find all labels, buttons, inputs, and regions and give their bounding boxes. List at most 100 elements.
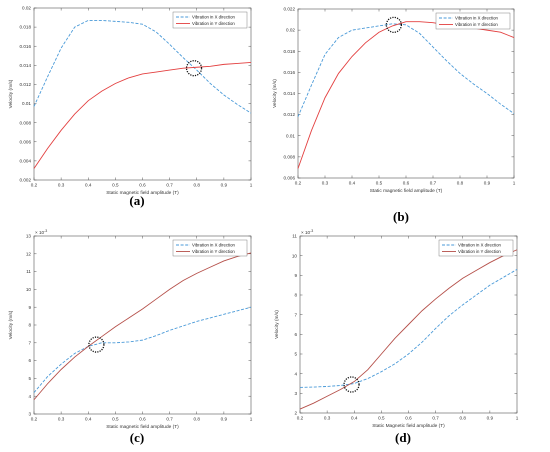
series-line-x-direction	[299, 269, 518, 388]
y-tick-label: 3	[294, 391, 297, 396]
legend-box	[435, 12, 511, 30]
y-tick-label: 0.006	[20, 139, 32, 144]
x-tick-label: 0.2	[295, 181, 302, 186]
x-axis-label: Static magnetic field amplitude (T)	[370, 188, 443, 194]
x-tick-label: 0.9	[484, 181, 491, 186]
legend-entry: Vibration in X direction	[455, 16, 499, 21]
y-exponent-label: × 10-3	[301, 229, 313, 235]
intersection-circle	[185, 60, 203, 77]
x-tick-label: 0.8	[194, 417, 201, 422]
y-tick-label: 0.01	[22, 101, 31, 106]
y-axis-label: Velocity (m/s)	[272, 79, 278, 108]
x-tick-label: 0.4	[349, 181, 356, 186]
x-tick-label: 0.9	[221, 183, 228, 188]
y-tick-label: 4	[294, 371, 297, 376]
y-tick-label: 6	[28, 358, 31, 363]
x-tick-label: 0.3	[322, 181, 329, 186]
chart-panel-1: 0.2 0.3 0.4 0.5 0.6 0.7 0.8 0.9 1 0.002 0.004 0.006…	[8, 6, 253, 208]
x-tick-label: 1	[516, 416, 519, 421]
x-tick-label: 0.5	[378, 416, 385, 421]
legend-entry: Vibration in X direction	[192, 15, 236, 20]
y-tick-label: 5	[28, 376, 31, 381]
legend-entry: Vibration in Y direction	[192, 249, 235, 254]
series-line-x-direction	[297, 23, 515, 117]
legend-box	[172, 239, 248, 257]
x-tick-label: 0.3	[58, 183, 65, 188]
x-tick-label: 0.5	[376, 181, 383, 186]
series-line-y-direction	[33, 252, 252, 401]
x-tick-label: 1	[250, 183, 253, 188]
x-tick-label: 0.7	[430, 181, 437, 186]
y-exponent-label: × 10-3	[35, 229, 47, 235]
series-line-x-direction	[33, 19, 252, 114]
legend-entry: Vibration in Y direction	[192, 21, 235, 26]
y-tick-label: 0.014	[20, 63, 32, 68]
intersection-circle	[88, 336, 105, 353]
x-tick-label: 0.2	[297, 416, 304, 421]
y-tick-label: 9	[28, 305, 31, 310]
y-tick-label: 7	[294, 312, 297, 317]
y-tick-label: 3	[28, 412, 31, 417]
panel-caption: (a)	[129, 193, 144, 208]
legend-entry: Vibration in X direction	[458, 243, 502, 248]
y-axis-label: Velocity (m/s)	[274, 310, 280, 339]
x-tick-label: 0.2	[31, 417, 38, 422]
x-tick-label: 0.6	[403, 181, 410, 186]
chart-panel-4: 0.2 0.3 0.4 0.5 0.6 0.7 0.8 0.9 1 2 3 4 5 6 7 8 9 10 11 × 1…	[274, 229, 519, 445]
y-tick-label: 0.02	[22, 6, 31, 11]
x-tick-label: 1	[250, 417, 253, 422]
x-tick-label: 0.4	[351, 416, 358, 421]
x-tick-label: 0.9	[487, 416, 494, 421]
y-tick-label: 10	[26, 287, 32, 292]
x-axis-label: Static magnetic field amplitude (T)	[106, 424, 179, 430]
x-tick-label: 0.8	[194, 183, 201, 188]
plot-frame	[33, 235, 252, 415]
y-tick-label: 0.018	[284, 49, 296, 54]
series-line-y-direction	[33, 62, 252, 169]
y-tick-label: 0.022	[284, 7, 296, 12]
y-tick-label: 0.012	[284, 112, 296, 117]
legend-entry: Vibration in X direction	[192, 243, 236, 248]
y-tick-label: 8	[294, 293, 297, 298]
y-tick-label: 6	[294, 332, 297, 337]
x-tick-label: 0.7	[166, 183, 173, 188]
x-tick-label: 0.3	[324, 416, 331, 421]
legend-box	[172, 11, 248, 29]
panel-caption: (b)	[393, 209, 409, 224]
y-tick-label: 11	[292, 234, 297, 239]
series-line-y-direction	[299, 249, 518, 410]
y-tick-label: 0.002	[20, 178, 32, 183]
x-tick-label: 0.8	[460, 416, 467, 421]
y-tick-label: 0.012	[20, 82, 32, 87]
x-tick-label: 0.6	[405, 416, 412, 421]
y-tick-label: 2	[294, 411, 297, 416]
y-axis-label: Velocity (m/s)	[8, 310, 14, 339]
y-tick-label: 0.016	[284, 70, 296, 75]
y-tick-label: 5	[294, 352, 297, 357]
y-tick-label: 0.02	[286, 28, 295, 33]
x-tick-label: 0.6	[139, 417, 146, 422]
y-tick-label: 0.016	[20, 44, 32, 49]
y-tick-label: 12	[26, 251, 32, 256]
plot-frame	[33, 7, 252, 181]
x-tick-label: 0.5	[112, 417, 119, 422]
x-tick-label: 0.2	[31, 183, 38, 188]
y-tick-label: 0.01	[286, 133, 295, 138]
x-tick-label: 0.9	[221, 417, 228, 422]
intersection-circle	[343, 376, 360, 393]
y-tick-label: 11	[26, 269, 31, 274]
y-tick-label: 9	[294, 273, 297, 278]
series-line-x-direction	[33, 306, 252, 393]
plot-frame	[297, 8, 515, 179]
legend-entry: Vibration in Y direction	[455, 22, 498, 27]
y-tick-label: 0.004	[20, 158, 32, 163]
legend-box	[438, 239, 514, 257]
x-tick-label: 0.4	[85, 183, 92, 188]
y-tick-label: 4	[28, 394, 31, 399]
x-tick-label: 1	[513, 181, 516, 186]
